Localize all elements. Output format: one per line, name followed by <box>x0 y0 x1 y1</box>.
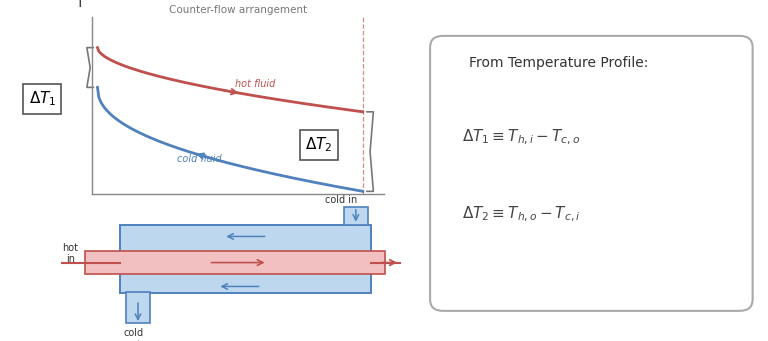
Text: From Temperature Profile:: From Temperature Profile: <box>468 56 648 70</box>
Text: T: T <box>76 0 84 10</box>
Bar <box>121 225 370 293</box>
Bar <box>126 292 150 323</box>
Text: $\Delta T_2$: $\Delta T_2$ <box>305 136 333 154</box>
Bar <box>85 251 386 274</box>
Text: cold fluid: cold fluid <box>177 154 222 164</box>
Text: cold
out: cold out <box>124 328 144 341</box>
FancyBboxPatch shape <box>430 36 753 311</box>
Text: $\Delta T_2 \equiv T_{h,o} - T_{c,i}$: $\Delta T_2 \equiv T_{h,o} - T_{c,i}$ <box>462 205 581 224</box>
Text: hot fluid: hot fluid <box>236 79 276 89</box>
Text: $\Delta T_1 \equiv T_{h,i} - T_{c,o}$: $\Delta T_1 \equiv T_{h,i} - T_{c,o}$ <box>462 128 581 147</box>
Text: $\Delta T_1$: $\Delta T_1$ <box>28 90 56 108</box>
Text: hot
in: hot in <box>62 243 78 264</box>
Bar <box>344 207 368 225</box>
Text: cold in: cold in <box>325 195 357 206</box>
Title: Counter-flow arrangement: Counter-flow arrangement <box>169 5 307 15</box>
